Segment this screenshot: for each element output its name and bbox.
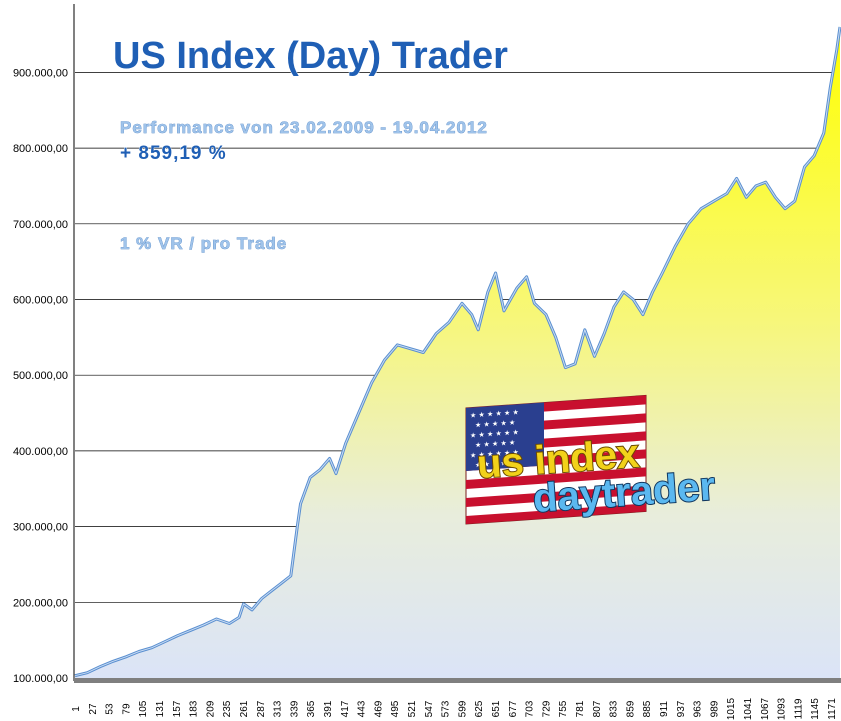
x-tick-label: 781 (575, 700, 586, 717)
x-tick-label: 469 (373, 700, 384, 717)
x-tick-label: 27 (88, 703, 99, 715)
x-tick-label: 209 (205, 700, 216, 717)
x-tick-label: 755 (558, 700, 569, 717)
x-tick-label: 885 (642, 700, 653, 717)
risk-note: 1 % VR / pro Trade (120, 234, 287, 253)
x-tick-label: 937 (676, 700, 687, 717)
x-tick-label: 963 (693, 700, 704, 717)
x-tick-label: 1145 (810, 698, 821, 720)
x-tick-label: 79 (121, 703, 132, 715)
x-tick-label: 417 (340, 700, 351, 717)
chart-subtitle: Performance von 23.02.2009 - 19.04.2012 (120, 118, 488, 137)
equity-line-highlight (74, 26, 841, 677)
x-tick-label: 1 (71, 706, 82, 712)
y-tick-label: 900.000,00 (13, 67, 68, 79)
x-tick-label: 833 (609, 700, 620, 717)
x-tick-label: 1119 (793, 698, 804, 719)
x-tick-label: 599 (457, 700, 468, 717)
performance-value: + 859,19 % (120, 143, 227, 164)
x-tick-label: 677 (508, 700, 519, 717)
equity-area (75, 27, 840, 678)
x-tick-label: 911 (659, 701, 670, 717)
x-tick-label: 547 (424, 700, 435, 717)
x-tick-label: 1171 (827, 698, 838, 720)
x-tick-label: 859 (625, 700, 636, 717)
x-tick-label: 261 (239, 700, 250, 717)
x-tick-label: 313 (273, 700, 284, 717)
y-tick-label: 300.000,00 (13, 522, 68, 534)
svg-text:★ ★ ★ ★ ★: ★ ★ ★ ★ ★ (475, 419, 515, 430)
x-tick-label: 625 (474, 700, 485, 717)
x-tick-label: 989 (709, 700, 720, 717)
x-tick-label: 235 (222, 700, 233, 717)
y-tick-label: 600.000,00 (13, 295, 68, 307)
logo-text-us-index: us index (476, 432, 641, 487)
y-tick-label: 700.000,00 (13, 219, 68, 231)
x-tick-label: 573 (441, 700, 452, 717)
x-tick-label: 1041 (743, 697, 754, 720)
y-tick-label: 800.000,00 (13, 143, 68, 155)
x-tick-label: 391 (323, 700, 334, 717)
y-tick-label: 500.000,00 (13, 370, 68, 382)
x-tick-label: 287 (256, 700, 267, 717)
x-tick-label: 495 (390, 700, 401, 717)
us-index-daytrader-logo: ★ ★ ★ ★ ★ ★ ★ ★ ★ ★ ★ ★ ★ ★ ★ ★ ★ ★ ★ ★ … (465, 394, 717, 525)
y-tick-label: 200.000,00 (13, 597, 68, 609)
svg-text:★ ★ ★ ★ ★ ★: ★ ★ ★ ★ ★ ★ (470, 428, 519, 439)
x-tick-label: 703 (525, 700, 536, 717)
x-tick-label: 651 (491, 700, 502, 717)
x-tick-label: 1067 (760, 697, 771, 720)
x-tick-label: 1015 (726, 697, 737, 720)
x-tick-label: 807 (592, 700, 603, 717)
x-tick-label: 521 (407, 700, 418, 717)
x-tick-label: 339 (289, 700, 300, 717)
svg-text:★ ★ ★ ★ ★ ★: ★ ★ ★ ★ ★ ★ (470, 408, 519, 419)
us-flag-icon: ★ ★ ★ ★ ★ ★ ★ ★ ★ ★ ★ ★ ★ ★ ★ ★ ★ ★ ★ ★ … (465, 394, 647, 525)
svg-text:★ ★ ★ ★ ★: ★ ★ ★ ★ ★ (475, 459, 515, 470)
x-tick-label: 131 (155, 700, 166, 717)
x-tick-label: 443 (357, 700, 368, 717)
svg-text:★ ★ ★ ★ ★ ★: ★ ★ ★ ★ ★ ★ (470, 448, 519, 459)
x-axis-bar (74, 678, 841, 683)
x-tick-label: 365 (306, 700, 317, 717)
x-tick-label: 729 (541, 700, 552, 717)
y-tick-label: 400.000,00 (13, 446, 68, 458)
x-tick-label: 157 (172, 700, 183, 717)
x-tick-label: 53 (105, 703, 116, 715)
y-axis-ticks: 100.000,00 200.000,00 300.000,00 400.000,00… (13, 67, 68, 685)
x-tick-label: 105 (138, 700, 149, 717)
chart-title: US Index (Day) Trader (113, 35, 508, 77)
x-axis-ticks: 1 27 53 79 105 131 157 183 209 235 261 287 313 339 365… (71, 697, 838, 720)
x-tick-label: 183 (189, 700, 200, 717)
svg-text:★ ★ ★ ★ ★: ★ ★ ★ ★ ★ (475, 439, 515, 450)
y-tick-label: 100.000,00 (13, 673, 68, 685)
x-tick-label: 1093 (777, 697, 788, 720)
